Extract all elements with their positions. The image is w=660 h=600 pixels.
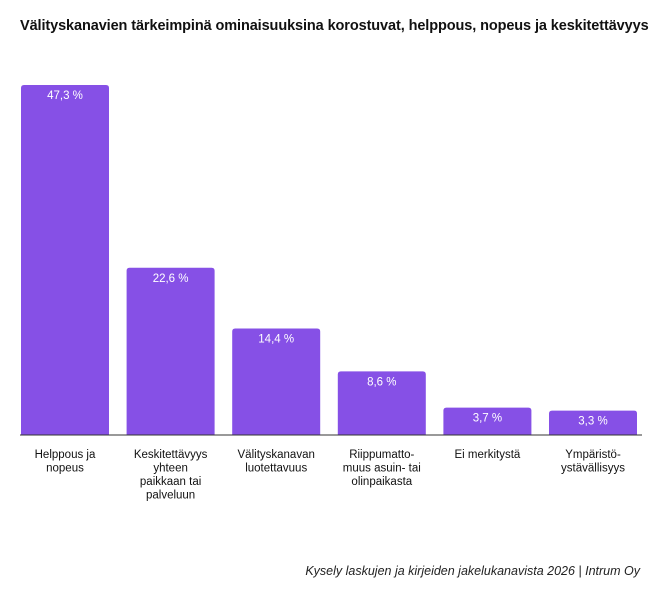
category-label-line: Helppous ja (35, 449, 96, 461)
source-note: Kysely laskujen ja kirjeiden jakelukanav… (305, 564, 640, 578)
bar (21, 85, 109, 435)
chart-title: Välityskanavien tärkeimpinä ominaisuuksi… (20, 18, 649, 34)
category-label: Ympäristö-ystävällisyys (561, 449, 625, 475)
bar-value-label: 3,7 % (473, 413, 502, 425)
bar-value-label: 8,6 % (367, 376, 396, 388)
category-label-line: nopeus (46, 463, 84, 475)
bar (443, 407, 532, 435)
category-label: Keskitettävyys yhteen paikkaan tai palveluu… (134, 449, 208, 502)
bar-value-label: 3,3 % (578, 416, 607, 428)
category-label: Riippumatto-muus asuin- tai olinpaikasta (343, 449, 421, 488)
bar (549, 410, 637, 435)
bar-value-label: 14,4 % (258, 333, 294, 345)
category-label-line: palveluun (146, 490, 195, 502)
category-label: Välityskanavan luotettavuus (238, 449, 315, 475)
category-labels-group: Helppous ja nopeus Keskitettävyys yhteen pai… (35, 449, 626, 502)
category-label-line: paikkaan tai (140, 476, 201, 488)
bars-group: 47,3 % 22,6 % 14,4 % 8,6 % 3,7 % 3,3 % (21, 85, 637, 435)
bar (337, 371, 426, 435)
bar-value-label: 47,3 % (47, 90, 83, 102)
category-label-line: Ympäristö- (565, 449, 621, 461)
category-label: Ei merkitystä (454, 449, 520, 461)
category-label-line: ystävällisyys (561, 463, 625, 475)
category-label-line: yhteen (153, 463, 188, 475)
category-label-line: Riippumatto- (349, 449, 414, 461)
category-label: Helppous ja nopeus (35, 449, 96, 475)
bar-value-label: 22,6 % (153, 273, 189, 285)
category-label-line: Ei merkitystä (454, 449, 520, 461)
bar (232, 328, 321, 435)
category-label-line: olinpaikasta (351, 476, 412, 488)
category-label-line: Välityskanavan (238, 449, 315, 461)
category-label-line: muus asuin- tai (343, 463, 421, 475)
category-label-line: Keskitettävyys (134, 449, 208, 461)
category-label-line: luotettavuus (245, 463, 307, 475)
bar (126, 267, 215, 435)
